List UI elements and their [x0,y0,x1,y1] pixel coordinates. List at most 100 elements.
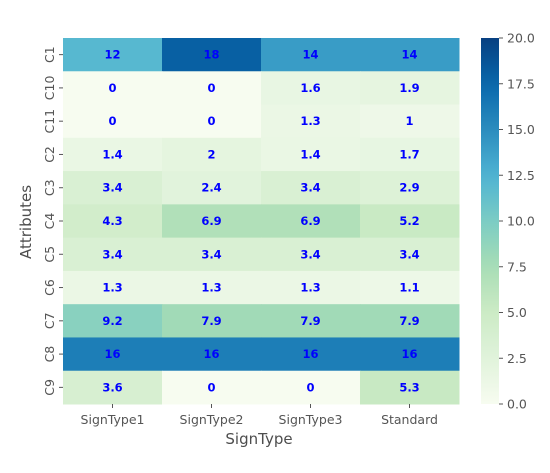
cell-value-label: 6.9 [300,214,320,228]
cell-value-label: 1.7 [399,147,419,161]
heatmap-cell [261,204,361,239]
y-tick-label: C7 [42,312,57,329]
cell-value-label: 5.3 [399,380,419,394]
heatmap-cell [360,104,460,139]
cell-value-label: 6.9 [201,214,221,228]
cell-value-label: 0 [207,81,215,95]
cell-value-label: 18 [203,48,219,62]
y-tick-label: C10 [42,76,57,101]
cell-value-label: 2.4 [201,181,221,195]
heatmap-cell [162,204,262,239]
cell-value-label: 1.3 [300,281,320,295]
cell-value-label: 4.3 [102,214,122,228]
colorbar-tick-label: 12.5 [507,168,535,183]
heatmap-cell [261,304,361,338]
heatmap-cell [63,304,163,338]
cell-value-label: 3.4 [201,247,221,261]
heatmap-cell [63,71,163,106]
colorbar-tick-label: 17.5 [507,76,535,91]
heatmap-cell [63,171,163,205]
cell-value-label: 16 [401,347,417,361]
colorbar-tick-label: 0.0 [507,397,527,412]
y-tick-label: C6 [42,279,57,296]
heatmap-cell [162,137,262,172]
cell-value-label: 16 [203,347,219,361]
heatmap-cell [63,38,163,72]
colorbar-tick-label: 10.0 [507,214,535,229]
heatmap-cell [162,171,262,205]
y-tick-label: C4 [42,213,57,230]
heatmap-cell [360,137,460,172]
heatmap-cell [360,237,460,272]
cell-value-label: 3.4 [300,247,320,261]
cell-value-label: 5.2 [399,214,419,228]
cell-value-label: 3.6 [102,380,122,394]
cell-value-label: 1.4 [300,147,320,161]
heatmap-cell [360,270,460,305]
colorbar-tick-label: 2.5 [507,351,527,366]
cell-value-label: 3.4 [102,247,122,261]
y-axis-label: Attributes [17,185,35,259]
heatmap-cell [261,370,361,405]
heatmap-cell [261,237,361,272]
heatmap-cell [261,104,361,139]
cell-value-label: 1.3 [201,281,221,295]
heatmap-cell [261,171,361,205]
cell-value-label: 16 [104,347,120,361]
colorbar: 0.0 2.5 5.0 7.5 10.0 12.5 15.0 17.5 20.0 [481,31,535,412]
heatmap-cell [162,370,262,405]
x-tick-label: Standard [381,412,438,427]
y-tick-label: C3 [42,179,57,196]
heatmap-cell [162,237,262,272]
heatmap-cell [162,337,262,372]
y-tick-label: C5 [42,246,57,263]
heatmap-cell [162,104,262,139]
heatmap-cell [162,71,262,106]
cell-value-label: 14 [401,48,417,62]
heatmap-cell [360,38,460,72]
cell-value-label: 7.9 [399,314,419,328]
cell-value-label: 1.3 [300,114,320,128]
x-axis: SignType1 SignType2 SignType3 Standard [81,404,438,427]
cell-value-label: 7.9 [300,314,320,328]
y-tick-label: C2 [42,146,57,163]
heatmap-cell [261,71,361,106]
cell-value-label: 1.4 [102,147,122,161]
cell-value-label: 12 [104,48,120,62]
heatmap-cell [162,38,262,72]
heatmap-cell [360,71,460,106]
cell-value-label: 3.4 [300,181,320,195]
cell-value-label: 0 [207,114,215,128]
y-axis: C1 C10 C11 C2 C3 C4 C5 C6 C7 C8 C9 [42,46,63,396]
cell-value-label: 1.1 [399,281,419,295]
x-tick-label: SignType1 [81,412,145,427]
heatmap-cell [360,204,460,239]
colorbar-tick-label: 5.0 [507,305,527,320]
cell-value-label: 3.4 [399,247,419,261]
cell-value-label: 9.2 [102,314,122,328]
y-tick-label: C1 [42,46,57,63]
heatmap-cell [360,304,460,338]
heatmap-cell [63,137,163,172]
heatmap-cell [261,270,361,305]
colorbar-gradient [481,38,499,404]
y-tick-label: C8 [42,346,57,363]
cell-value-label: 7.9 [201,314,221,328]
cell-value-label: 3.4 [102,181,122,195]
cell-value-label: 1 [405,114,413,128]
heatmap-cell [261,38,361,72]
colorbar-tick-label: 15.0 [507,122,535,137]
x-axis-label: SignType [225,430,292,448]
cell-value-label: 2.9 [399,181,419,195]
cell-value-label: 0 [108,81,116,95]
cell-value-label: 0 [207,380,215,394]
heatmap-cell [63,104,163,139]
cell-value-label: 1.9 [399,81,419,95]
cell-value-label: 1.3 [102,281,122,295]
y-tick-label: C11 [42,109,57,134]
cell-value-label: 14 [302,48,318,62]
heatmap-cell [63,237,163,272]
colorbar-tick-label: 20.0 [507,31,535,46]
heatmap-cell [63,370,163,405]
